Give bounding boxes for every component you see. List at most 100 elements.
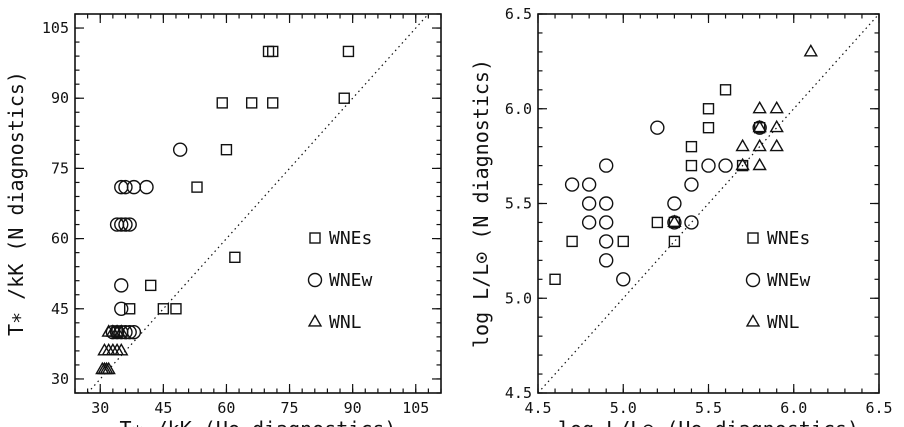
y-tick-label: 90 [51,89,69,107]
data-point-wnes [549,273,561,285]
data-point-wnew [599,215,614,230]
data-point-wnl [105,342,121,356]
data-point-wnl [752,138,767,152]
x-tick-label: 5.5 [695,399,722,417]
plot-frame [74,13,442,394]
legend-marker-wnes [309,232,321,244]
y-tick-label: 60 [51,230,69,248]
y-tick-label: 5.0 [505,289,532,307]
data-point-wnes [170,303,182,315]
data-point-wnew [581,215,597,230]
data-point-wnes [736,159,749,172]
x-tick-label: 60 [217,399,235,417]
data-point-wnes [685,159,698,172]
data-point-wnes [267,45,279,58]
data-point-wnes [220,143,233,156]
data-point-wnl [109,342,125,356]
y-tick-label: 45 [51,300,69,318]
x-tick-label: 30 [91,399,109,417]
data-point-wnew [599,196,614,211]
data-point-wnes [668,235,681,248]
data-point-wnew [650,120,665,135]
data-point-wnl [97,361,112,375]
y-tick-label: 75 [51,159,69,177]
data-point-wnew [114,301,129,316]
data-point-wnew [139,179,154,195]
y-tick-label: 4.5 [505,384,532,402]
data-point-wnl [97,342,112,356]
legend-label-wnl: WNL [767,312,800,333]
data-point-wnl [735,138,750,152]
data-point-wnew [684,215,699,230]
data-point-wnew [599,158,614,173]
data-point-wnew [114,217,129,232]
y-axis-label: log L/L⊙ (N diagnostics) [469,59,493,348]
data-point-wnew [667,196,682,211]
data-point-wnes [342,45,355,58]
data-point-wnes [651,216,664,229]
data-point-wnl [735,157,750,171]
data-point-wnes [685,140,698,153]
data-point-wnes [617,235,629,248]
data-point-wnes [566,235,578,248]
panel-2: 4.5 5.0 5.5 6.0 6.5 4.5 5.0 5.5 6.0 6.5 log L/L⊙ (… [469,5,893,427]
legend-marker-wnl [307,314,323,327]
data-points [95,45,355,375]
data-point-wnl [803,43,818,57]
data-point-wnes [338,92,350,104]
data-point-wnew [599,234,614,249]
x-axis-label: T∗ /kK (He diagnostics) [120,417,397,427]
data-point-wnew [564,177,580,192]
data-point-wnew [118,217,133,232]
data-point-wnew [684,177,699,192]
x-axis-label: log L/L⊙ (He diagnostics) [558,417,859,427]
data-point-wnl [114,324,129,337]
data-point-wnes [702,103,715,115]
legend: WNEs WNEw WNL [745,228,811,333]
data-point-wnes [229,251,241,264]
data-point-wnl [769,100,784,114]
x-tick-label: 5.0 [610,399,637,417]
data-point-wnl [101,342,116,356]
data-point-wnew [118,324,133,340]
panel-1: 30 45 60 75 90 105 30 45 60 75 90 105 T∗ /kK (He dia… [4,13,442,427]
data-point-wnl [769,138,784,152]
data-point-wnes [191,181,203,193]
legend-label-wnew: WNEw [767,270,811,291]
data-point-wnl [114,342,129,356]
x-tick-label: 45 [154,399,172,417]
data-point-wnew [616,272,631,287]
data-point-wnes [216,97,228,109]
legend-label-wnl: WNL [329,312,362,333]
data-points [549,43,818,287]
data-point-wnes [753,121,766,134]
data-point-wnew [581,177,597,192]
data-point-wnes [157,303,170,315]
data-point-wnew [122,324,137,340]
data-point-wnew [126,179,142,195]
data-point-wnew [122,217,137,232]
x-tick-label: 6.0 [780,399,807,417]
legend-marker-wnes [747,232,759,244]
x-tick-label: 105 [402,399,429,417]
y-tick-label: 5.5 [505,195,532,213]
x-tick-label: 75 [281,399,299,417]
data-point-wnew [114,278,129,293]
data-point-wnes [262,45,275,58]
y-tick-label: 105 [42,19,69,37]
data-point-wnew [118,179,133,195]
data-point-wnew [126,324,142,340]
data-point-wnew [172,142,188,157]
data-point-wnl [95,361,110,375]
one-to-one-line [538,14,879,393]
data-point-wnl [99,361,114,375]
legend-marker-wnl [745,314,761,327]
data-point-wnew [581,196,597,211]
data-point-wnl [769,119,784,133]
data-point-wnew [701,158,716,173]
y-tick-label: 6.0 [505,100,532,118]
legend-marker-wnew [745,272,761,288]
data-point-wnes [668,216,681,229]
data-point-wnes [123,303,136,315]
